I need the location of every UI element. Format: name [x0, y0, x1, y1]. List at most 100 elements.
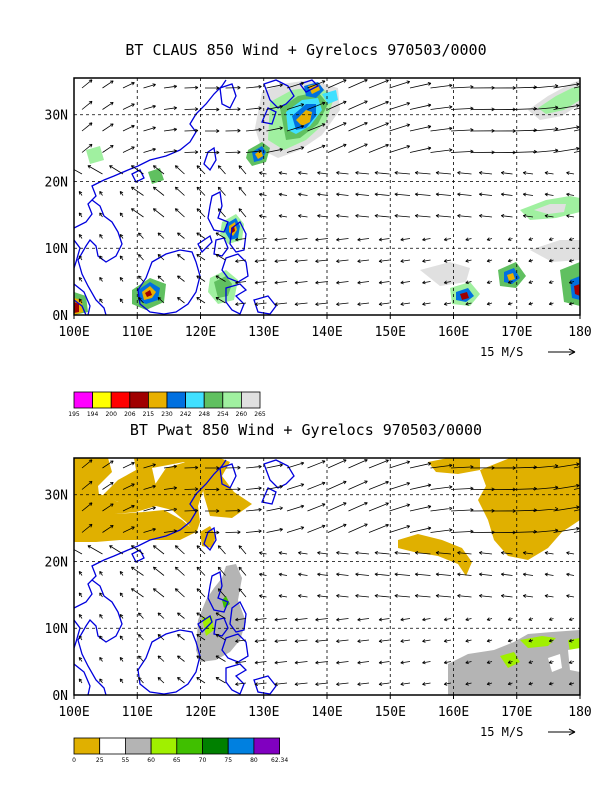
bottom-panel-gridlines — [74, 458, 580, 695]
wind-vector — [465, 301, 472, 306]
wind-vector — [548, 280, 554, 284]
wind-vector — [109, 545, 124, 555]
wind-vector — [215, 232, 226, 239]
wind-vector — [266, 126, 283, 132]
wind-vector — [163, 507, 178, 512]
wind-vector — [215, 612, 226, 619]
wind-vector — [528, 237, 534, 241]
wind-vector — [457, 593, 472, 598]
wind-vector — [548, 660, 554, 664]
wind-vector — [238, 545, 247, 555]
wind-vector — [174, 208, 185, 218]
wind-vector — [486, 660, 493, 665]
wind-vector — [500, 572, 513, 577]
wind-vector — [435, 572, 452, 577]
wind-vector — [157, 677, 165, 684]
wind-vector — [152, 566, 165, 576]
wind-vector — [457, 572, 472, 577]
wind-vector — [327, 100, 347, 110]
wind-vector — [317, 214, 329, 218]
wind-vector — [274, 660, 288, 665]
wind-vector — [177, 297, 185, 304]
wind-vector — [196, 254, 206, 261]
wind-vector — [238, 165, 247, 175]
wind-vector — [274, 237, 288, 242]
legend-swatch — [125, 737, 152, 755]
wind-vector — [317, 551, 329, 555]
latitude-tick-label: 0N — [52, 309, 68, 324]
wind-vector — [568, 638, 575, 643]
wind-vector — [217, 208, 226, 218]
wind-vector — [143, 83, 156, 89]
longitude-tick-label: 150E — [375, 705, 406, 720]
legend-label: 55 — [122, 757, 130, 764]
wind-vector — [573, 509, 580, 512]
wind-vector — [99, 678, 103, 684]
wind-vector — [254, 280, 267, 285]
legend-swatch — [176, 737, 203, 755]
wind-vector — [235, 617, 247, 622]
wind-vector — [389, 482, 411, 490]
wind-vector — [196, 297, 206, 304]
wind-vector — [266, 147, 283, 153]
wind-vector — [286, 461, 305, 469]
wind-vector — [184, 508, 199, 513]
wind-vector — [315, 682, 329, 686]
wind-vector — [355, 593, 370, 598]
wind-vector — [317, 572, 329, 577]
wind-vector — [204, 466, 220, 470]
wind-vector — [99, 656, 103, 662]
wind-vector — [204, 129, 220, 133]
longitude-tick-label: 180 — [568, 705, 591, 720]
legend-label: 265 — [254, 411, 266, 418]
wind-vector — [294, 660, 308, 665]
wind-vector — [348, 480, 368, 490]
wind-vector — [122, 146, 135, 153]
wind-vector — [457, 170, 472, 175]
wind-vector — [465, 660, 472, 665]
wind-vector — [307, 524, 326, 533]
wind-vector — [378, 617, 390, 622]
wind-vector — [138, 232, 144, 239]
wind-vector — [217, 566, 226, 576]
wind-vector — [568, 660, 575, 664]
wind-vector — [457, 192, 472, 197]
longitude-tick-label: 100E — [58, 325, 89, 340]
wind-vector — [286, 103, 305, 110]
bottom-panel-wind-vectors — [74, 458, 580, 686]
wind-vector — [409, 82, 432, 89]
wind-vector — [215, 275, 226, 282]
wind-vector — [374, 213, 390, 218]
wind-vector — [465, 258, 472, 263]
wind-vector — [99, 298, 103, 304]
wind-vector — [450, 128, 474, 132]
wind-vector — [478, 572, 493, 577]
wind-vector — [294, 302, 308, 306]
wind-vector — [138, 677, 144, 684]
wind-vector — [336, 259, 349, 263]
wind-vector — [435, 593, 452, 598]
wind-vector — [184, 107, 199, 111]
wind-vector — [465, 681, 472, 686]
wind-vector — [138, 655, 144, 662]
wind-vector — [266, 104, 283, 110]
wind-vector — [355, 550, 370, 555]
wind-vector — [378, 259, 390, 263]
wind-vector — [355, 572, 370, 577]
wind-vector — [177, 275, 185, 282]
wind-vector — [357, 237, 370, 242]
bottom-vector-reference-label: 15 M/S — [480, 725, 523, 739]
legend-swatch — [99, 737, 126, 755]
top-vector-reference-arrow — [548, 348, 576, 356]
wind-vector — [478, 551, 493, 555]
wind-vector — [568, 301, 575, 306]
wind-vector — [217, 186, 226, 196]
wind-vector — [254, 682, 267, 686]
wind-vector — [568, 681, 575, 686]
wind-vector — [355, 213, 370, 218]
wind-vector — [317, 594, 329, 598]
wind-vector — [500, 214, 513, 218]
wind-vector — [99, 255, 103, 261]
wind-vector — [465, 638, 472, 643]
wind-vector — [450, 149, 474, 154]
